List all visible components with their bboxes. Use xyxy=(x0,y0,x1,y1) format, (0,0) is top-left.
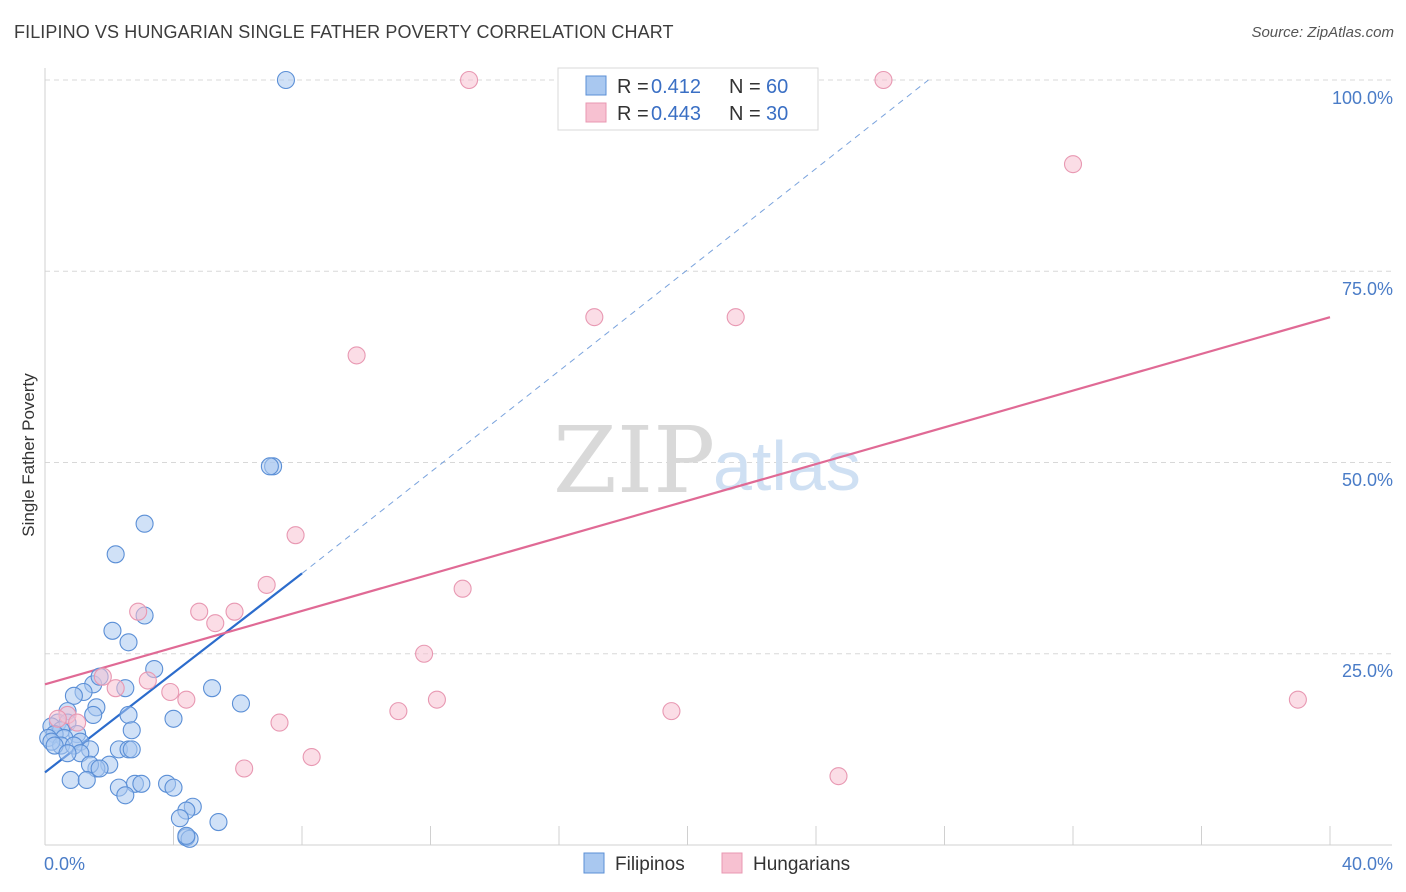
point-filipinos-46 xyxy=(77,770,96,790)
axes: 25.0% 50.0% 75.0% 100.0% 0.0% 40.0% xyxy=(44,68,1393,874)
point-filipinos-4 xyxy=(106,545,125,564)
point-hungarians-28 xyxy=(235,759,254,778)
point-filipinos-56 xyxy=(209,812,228,832)
point-hungarians-19 xyxy=(427,690,446,709)
point-hungarians-8 xyxy=(453,579,472,598)
point-filipinos-0 xyxy=(276,70,295,90)
point-hungarians-25 xyxy=(68,713,87,732)
y-tick-label-100: 100.0% xyxy=(1332,88,1393,108)
point-filipinos-38 xyxy=(122,740,141,759)
point-hungarians-22 xyxy=(662,702,681,721)
legend-swatch-filipinos xyxy=(585,75,607,96)
point-hungarians-17 xyxy=(161,682,180,702)
point-filipinos-18 xyxy=(84,705,103,725)
point-hungarians-3 xyxy=(585,308,604,327)
bottom-legend-label-filipinos: Filipinos xyxy=(615,854,685,875)
point-filipinos-25 xyxy=(122,721,141,740)
point-filipinos-59 xyxy=(177,826,196,845)
bottom-legend-label-hungarians: Hungarians xyxy=(753,854,850,875)
point-hungarians-7 xyxy=(257,575,276,594)
grid-lines xyxy=(45,79,1392,655)
y-tick-label-75: 75.0% xyxy=(1342,279,1393,299)
bottom-legend-swatch-hungarians xyxy=(721,852,743,874)
point-hungarians-4 xyxy=(726,308,745,327)
point-filipinos-55 xyxy=(170,809,189,828)
point-filipinos-14 xyxy=(64,686,83,705)
point-filipinos-7 xyxy=(119,633,138,652)
y-tick-label-50: 50.0% xyxy=(1342,470,1393,490)
legend-n-label-filipinos: N = xyxy=(729,76,761,98)
bottom-legend-swatch-filipinos xyxy=(583,852,605,874)
point-filipinos-52 xyxy=(116,786,135,805)
point-filipinos-15 xyxy=(231,694,251,713)
point-filipinos-19 xyxy=(119,705,138,725)
point-filipinos-22 xyxy=(164,709,183,728)
chart-title: FILIPINO VS HUNGARIAN SINGLE FATHER POVE… xyxy=(14,22,674,42)
legend-r-label-hungarians: R = xyxy=(617,103,649,125)
point-hungarians-5 xyxy=(347,346,366,365)
trendline-filipinos-extension xyxy=(301,79,929,574)
point-hungarians-11 xyxy=(225,602,244,621)
point-hungarians-0 xyxy=(459,70,479,90)
point-hungarians-21 xyxy=(389,702,408,721)
legend-swatch-hungarians xyxy=(585,102,607,123)
legend-r-value-hungarians: 0.443 xyxy=(651,103,701,125)
trendline-hungarians xyxy=(44,316,1331,686)
point-hungarians-10 xyxy=(190,602,209,621)
legend-n-value-hungarians: 30 xyxy=(766,103,788,125)
watermark-zip: ZIP xyxy=(553,407,715,514)
point-hungarians-2 xyxy=(1063,155,1083,174)
point-hungarians-16 xyxy=(106,679,125,698)
point-filipinos-44 xyxy=(90,759,109,778)
point-filipinos-3 xyxy=(135,514,154,533)
watermark-atlas: atlas xyxy=(713,427,861,505)
data-points xyxy=(39,70,1307,848)
point-filipinos-2 xyxy=(260,457,279,476)
legend-n-label-hungarians: N = xyxy=(729,103,761,125)
point-filipinos-40 xyxy=(58,744,77,763)
point-filipinos-51 xyxy=(164,778,183,797)
point-filipinos-45 xyxy=(61,770,80,790)
x-tick-label-min: 0.0% xyxy=(44,854,85,874)
point-hungarians-26 xyxy=(270,713,289,732)
y-axis-label: Single Father Poverty xyxy=(19,373,38,537)
correlation-legend: R = 0.412 N = 60 R = 0.443 N = 30 xyxy=(557,67,819,131)
point-filipinos-6 xyxy=(103,621,122,640)
point-hungarians-13 xyxy=(415,644,434,663)
legend-r-label-filipinos: R = xyxy=(617,76,649,98)
legend-r-value-filipinos: 0.412 xyxy=(651,76,701,98)
point-filipinos-9 xyxy=(203,679,222,698)
point-hungarians-20 xyxy=(1288,690,1307,709)
point-hungarians-14 xyxy=(93,667,112,686)
point-hungarians-1 xyxy=(874,70,893,90)
point-hungarians-9 xyxy=(129,602,148,621)
legend-n-value-filipinos: 60 xyxy=(766,76,788,98)
source-label: Source: ZipAtlas.com xyxy=(1251,24,1394,41)
point-filipinos-48 xyxy=(132,774,151,793)
point-hungarians-6 xyxy=(286,526,305,545)
y-tick-label-25: 25.0% xyxy=(1342,661,1393,681)
x-tick-label-max: 40.0% xyxy=(1342,854,1393,874)
point-hungarians-12 xyxy=(206,614,225,633)
point-hungarians-24 xyxy=(48,709,67,728)
point-hungarians-18 xyxy=(177,690,196,709)
series-legend: Filipinos Hungarians xyxy=(583,852,850,875)
point-hungarians-29 xyxy=(829,767,848,786)
point-hungarians-15 xyxy=(138,671,157,690)
point-hungarians-27 xyxy=(302,747,321,767)
